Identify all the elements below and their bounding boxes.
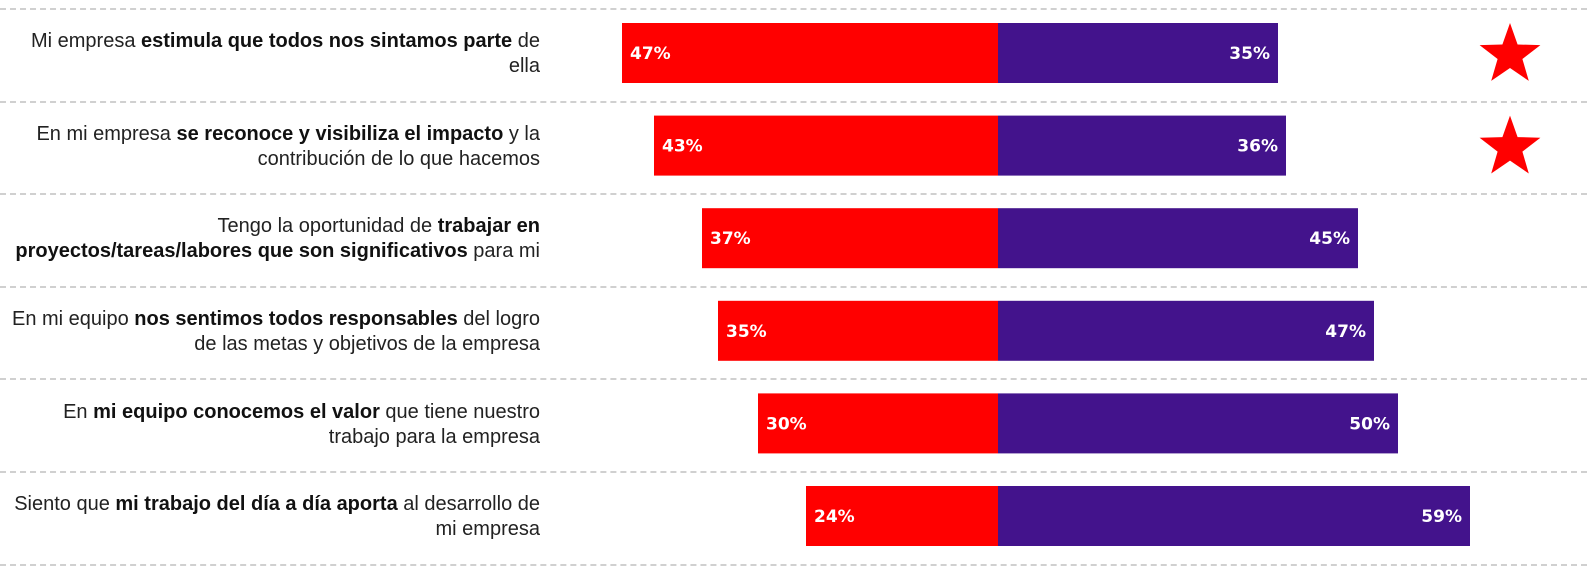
bar-positive [998,208,1358,269]
bar-positive [998,393,1398,454]
row-label: Tengo la oportunidad de trabajar en proy… [0,195,540,284]
row-label-bold: trabajar en proyectos/tareas/labores que… [15,215,540,263]
bar-positive [998,486,1470,546]
row-divider [0,471,1587,473]
row-label: En mi equipo nos sentimos todos responsa… [0,288,540,377]
row-label-text: y la contribución de lo que hacemos [257,122,540,170]
value-label-positive: 35% [1229,44,1270,64]
row-label: Mi empresa estimula que todos nos sintam… [0,10,540,99]
value-label-negative: 24% [814,507,855,527]
row-divider [0,193,1587,196]
value-label-negative: 30% [766,414,807,434]
diverging-bar-chart: 47% 35% 43% 36% 37% 45% 35% 47% 30% 50% 24% 59% Mi … [0,8,1587,566]
row-divider [0,285,1587,288]
row-divider [0,378,1587,381]
star-icon [1479,23,1541,81]
row-label-text: Tengo la oportunidad de [217,215,438,238]
row-label-text: al desarrollo de mi empresa [397,493,540,541]
value-label-positive: 45% [1309,229,1350,249]
chart-svg: 47% 35% 43% 36% 37% 45% 35% 47% 30% 50% 24% 59% [622,23,1541,546]
star-icon [1479,115,1541,174]
row-label-text: que tiene nuestro trabajo para la empres… [328,400,540,448]
bar-negative [702,208,998,269]
bar-positive [998,115,1286,176]
row-label-text: para mi [467,240,540,263]
value-label-positive: 36% [1237,137,1278,157]
row-label: Siento que mi trabajo del día a día apor… [0,473,540,562]
row-label-text: del logro de las metas y objetivos de la… [194,308,540,356]
value-label-positive: 47% [1325,322,1366,342]
value-label-negative: 37% [710,229,751,249]
row-label-bold: mi trabajo del día a día aporta [115,493,398,516]
bar-negative [758,393,998,454]
row-divider [0,563,1587,566]
row-label-bold: se reconoce y visibiliza el impacto [176,122,504,145]
row-label: En mi equipo conocemos el valor que tien… [0,380,540,469]
value-label-negative: 47% [630,44,671,64]
row-label-text: En [63,400,94,423]
bar-positive [998,300,1374,361]
row-label-bold: mi equipo conocemos el valor [93,400,380,423]
bar-negative [622,23,998,83]
value-label-negative: 35% [726,322,767,342]
bar-negative [654,115,998,176]
row-label-text: de ella [508,30,540,78]
value-label-positive: 59% [1421,507,1462,527]
row-label-bold: estimula que todos nos sintamos parte [141,30,513,53]
row-label-text: En mi empresa [36,122,177,145]
row-label-text: En mi equipo [12,308,135,331]
row-label-text: Mi empresa [30,30,141,53]
row-label-bold: nos sentimos todos responsables [134,308,458,331]
value-label-negative: 43% [662,137,703,157]
row-divider [0,8,1587,10]
bar-positive [998,23,1278,83]
row-label: En mi empresa se reconoce y visibiliza e… [0,103,540,192]
bar-negative [718,300,998,361]
value-label-positive: 50% [1349,414,1390,434]
bar-negative [806,486,998,546]
row-label-text: Siento que [14,493,116,516]
row-divider [0,100,1587,103]
